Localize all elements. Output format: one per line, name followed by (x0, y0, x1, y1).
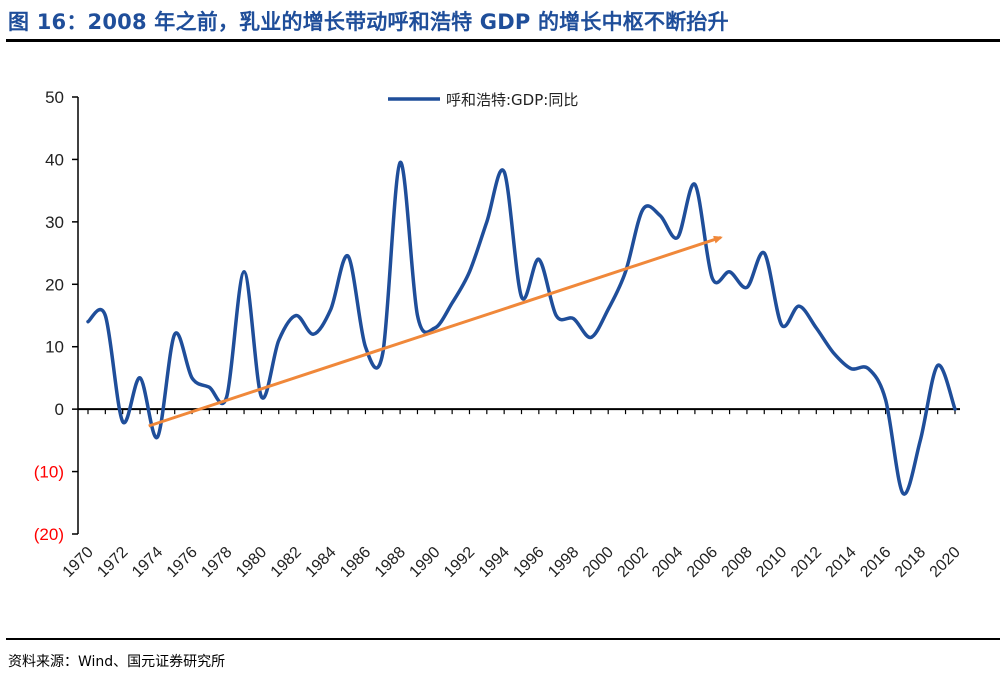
data-point (780, 323, 784, 327)
data-point (901, 491, 905, 495)
chart-title: 图 16：2008 年之前，乳业的增长带动呼和浩特 GDP 的增长中枢不断抬升 (8, 10, 729, 34)
y-tick-label: 10 (45, 338, 64, 357)
data-point (658, 214, 662, 218)
x-tick-label: 2012 (788, 544, 825, 581)
data-point (155, 435, 159, 439)
y-tick-label: 20 (45, 275, 64, 294)
x-tick-label: 1972 (94, 544, 131, 581)
x-tick-label: 1978 (198, 544, 235, 581)
data-point (381, 351, 385, 355)
x-tick-label: 2000 (580, 544, 617, 581)
x-tick-label: 1986 (337, 544, 374, 581)
x-tick-label: 1988 (372, 544, 409, 581)
data-point (520, 295, 524, 299)
x-tick-label: 1980 (233, 544, 270, 581)
data-point (346, 254, 350, 258)
x-tick-label: 1996 (510, 544, 547, 581)
data-point (485, 220, 489, 224)
data-point (693, 182, 697, 186)
x-tick-label: 1994 (476, 544, 513, 581)
data-point (450, 301, 454, 305)
data-point (103, 314, 107, 318)
legend: 呼和浩特:GDP:同比 (388, 91, 578, 109)
data-point (554, 314, 558, 318)
top-rule (6, 39, 1000, 42)
data-point (259, 395, 263, 399)
data-point (745, 285, 749, 289)
data-point (294, 314, 298, 318)
x-tick-label: 2010 (753, 544, 790, 581)
x-tick-label: 1998 (545, 544, 582, 581)
x-tick-label: 1974 (129, 544, 166, 581)
y-tick-label: (10) (34, 463, 64, 482)
data-point (884, 398, 888, 402)
data-point (589, 335, 593, 339)
data-point (572, 317, 576, 321)
data-point (86, 320, 90, 324)
x-tick-label: 1970 (60, 544, 97, 581)
x-tick-label: 2020 (927, 544, 964, 581)
x-tick-label: 1982 (268, 544, 305, 581)
data-point (537, 257, 541, 261)
data-point (918, 438, 922, 442)
data-point (728, 270, 732, 274)
data-point (676, 236, 680, 240)
data-point (242, 270, 246, 274)
y-tick-label: 0 (55, 400, 64, 419)
data-point (606, 307, 610, 311)
bottom-rule (6, 638, 1000, 640)
x-tick-label: 2002 (615, 544, 652, 581)
data-point (311, 332, 315, 336)
data-point (936, 363, 940, 367)
data-point (953, 407, 957, 411)
data-point (173, 332, 177, 336)
data-point (762, 251, 766, 255)
data-point (797, 304, 801, 308)
x-tick-label: 1990 (406, 544, 443, 581)
y-tick-label: 40 (45, 150, 64, 169)
data-point (363, 345, 367, 349)
data-points (86, 161, 957, 496)
data-point (468, 270, 472, 274)
data-point (866, 367, 870, 371)
data-point (277, 339, 281, 343)
source-note: 资料来源：Wind、国元证券研究所 (8, 654, 226, 670)
data-point (849, 367, 853, 371)
data-point (814, 326, 818, 330)
y-tick-label: 30 (45, 213, 64, 232)
series-line (86, 160, 957, 496)
data-point (138, 376, 142, 380)
data-point (121, 420, 125, 424)
trend-arrow (148, 235, 723, 428)
x-tick-label: 1992 (441, 544, 478, 581)
data-point (502, 170, 506, 174)
data-point (225, 395, 229, 399)
data-point (190, 376, 194, 380)
y-tick-label: (20) (34, 525, 64, 544)
x-tick-label: 2008 (719, 544, 756, 581)
data-point (433, 326, 437, 330)
x-tick-label: 1976 (164, 544, 201, 581)
data-point (710, 276, 714, 280)
y-axis: 50 40 30 20 10 0 (10) (20) (34, 88, 79, 544)
x-tick-label: 2016 (857, 544, 894, 581)
x-tick-label: 2018 (892, 544, 929, 581)
data-point (207, 385, 211, 389)
data-point (832, 351, 836, 355)
x-tick-label: 2004 (649, 544, 686, 581)
data-point (329, 307, 333, 311)
data-point (641, 207, 645, 211)
x-axis: 1970197219741976197819801982198419861988… (60, 408, 964, 581)
legend-label: 呼和浩特:GDP:同比 (446, 91, 578, 109)
data-point (398, 161, 402, 165)
x-tick-label: 1984 (302, 544, 339, 581)
x-tick-label: 2014 (823, 544, 860, 581)
data-point (416, 314, 420, 318)
x-tick-label: 2006 (684, 544, 721, 581)
y-tick-label: 50 (45, 88, 64, 107)
